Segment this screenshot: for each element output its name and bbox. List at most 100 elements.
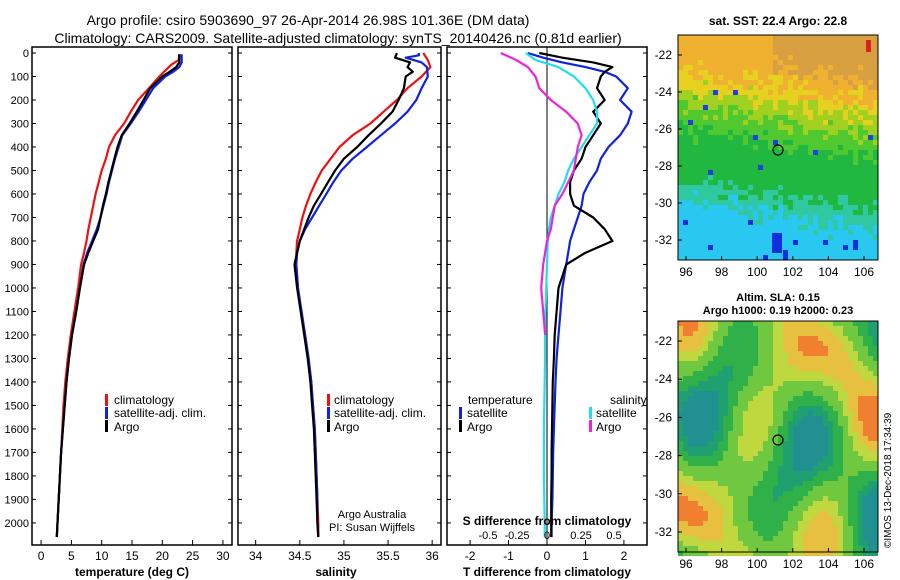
sst-cell <box>823 105 828 110</box>
sla-cell <box>768 541 773 546</box>
sst-cell <box>688 170 693 175</box>
sst-cell <box>808 195 813 200</box>
sst-cell <box>828 50 833 55</box>
sst-cell <box>698 90 703 95</box>
sst-cell <box>768 160 773 165</box>
sla-cell <box>773 331 778 336</box>
sla-cell <box>848 326 853 331</box>
sst-cell <box>798 225 803 230</box>
sla-cell <box>733 481 738 486</box>
sla-cell <box>678 346 683 351</box>
sla-cell <box>728 506 733 511</box>
sla-cell <box>718 506 723 511</box>
sst-cell <box>863 105 868 110</box>
sla-cell <box>738 441 743 446</box>
sla-cell <box>848 341 853 346</box>
sst-cell <box>758 205 763 210</box>
sst-cell <box>798 215 803 220</box>
map-y-tick-label: -22 <box>655 48 673 62</box>
sla-cell <box>708 466 713 471</box>
sst-cell <box>738 100 743 105</box>
sla-cell <box>818 336 823 341</box>
sla-cell <box>758 411 763 416</box>
sst-cell <box>798 60 803 65</box>
sst-cell <box>748 35 753 40</box>
sla-cell <box>763 421 768 426</box>
sst-cell <box>718 150 723 155</box>
sla-cell <box>798 346 803 351</box>
sst-cell <box>783 215 788 220</box>
sst-cell <box>753 225 758 230</box>
sla-cell <box>728 531 733 536</box>
sla-cell <box>778 366 783 371</box>
sla-cell <box>808 396 813 401</box>
sst-cell <box>833 185 838 190</box>
sst-cell <box>783 160 788 165</box>
sst-cell <box>763 95 768 100</box>
sla-cell <box>873 326 878 331</box>
sla-cell <box>723 321 728 326</box>
sla-cell <box>713 451 718 456</box>
sst-cell <box>863 145 868 150</box>
sst-cell <box>843 250 848 255</box>
sla-cell <box>793 411 798 416</box>
sla-cell <box>733 446 738 451</box>
sst-cell <box>823 145 828 150</box>
sla-cell <box>758 346 763 351</box>
sla-cell <box>813 441 818 446</box>
sla-cell <box>688 441 693 446</box>
sla-cell <box>783 381 788 386</box>
sla-cell <box>693 486 698 491</box>
sla-cell <box>833 511 838 516</box>
sst-cell <box>703 240 708 245</box>
sla-cell <box>708 516 713 521</box>
sla-cell <box>863 491 868 496</box>
sla-cell <box>793 541 798 546</box>
sst-cell <box>823 95 828 100</box>
sla-cell <box>698 341 703 346</box>
sla-cell <box>678 531 683 536</box>
sla-cell <box>683 326 688 331</box>
sla-cell <box>843 391 848 396</box>
sst-cell <box>763 155 768 160</box>
sla-cell <box>828 321 833 326</box>
sst-cell <box>763 165 768 170</box>
sla-cell <box>873 511 878 516</box>
sst-cell <box>848 90 853 95</box>
sst-cell <box>833 245 838 250</box>
sla-cell <box>748 451 753 456</box>
sst-cell <box>708 255 713 260</box>
sla-cell <box>743 506 748 511</box>
sst-cell <box>768 245 773 250</box>
x-tick-label: 2 <box>621 549 628 563</box>
sla-cell <box>703 396 708 401</box>
sla-cell <box>753 526 758 531</box>
sla-cell <box>678 416 683 421</box>
sla-cell <box>683 431 688 436</box>
sla-cell <box>873 486 878 491</box>
sla-cell <box>793 381 798 386</box>
sla-cell <box>678 546 683 551</box>
sst-cell <box>773 160 778 165</box>
sst-cell <box>738 130 743 135</box>
sla-cell <box>723 381 728 386</box>
sst-cell <box>748 185 753 190</box>
sst-cell <box>788 185 793 190</box>
sst-cell <box>818 190 823 195</box>
sst-cell <box>788 160 793 165</box>
sst-cell <box>863 50 868 55</box>
sla-cell <box>683 466 688 471</box>
sla-cell <box>713 346 718 351</box>
sla-cell <box>838 541 843 546</box>
sla-cell <box>718 486 723 491</box>
sla-cell <box>773 451 778 456</box>
sla-cell <box>763 471 768 476</box>
sla-cell <box>843 406 848 411</box>
sla-cell <box>833 431 838 436</box>
sla-cell <box>803 481 808 486</box>
sst-cell <box>858 40 863 45</box>
sst-cell <box>698 70 703 75</box>
sla-cell <box>743 421 748 426</box>
sla-cell <box>783 366 788 371</box>
sla-cell <box>873 401 878 406</box>
